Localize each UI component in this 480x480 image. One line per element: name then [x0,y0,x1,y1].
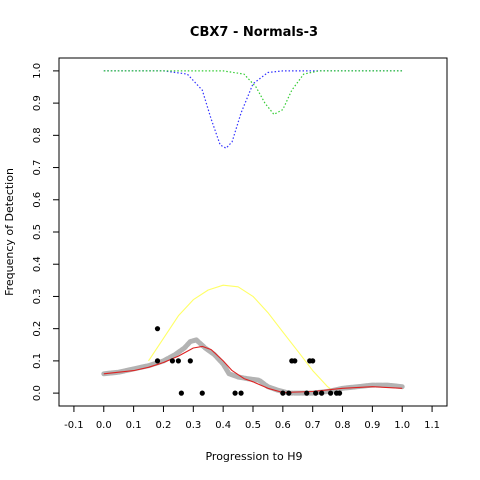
data-point [199,390,205,396]
data-point [154,326,161,332]
x-tick-label: 0.8 [335,420,351,431]
data-point [232,390,238,396]
data-point [175,358,181,364]
x-tick-label: 0.4 [215,420,231,431]
series-line-5 [103,345,403,394]
x-tick-label: 0.2 [156,420,172,431]
y-tick-label: 0.3 [32,288,43,304]
data-point [238,390,244,396]
data-point [280,390,286,396]
data-point [286,390,292,396]
x-tick-label: 0.3 [185,420,201,431]
x-tick-label: 0.9 [364,420,380,431]
chart-title: CBX7 - Normals-3 [190,25,318,40]
data-point [292,358,298,364]
x-axis: -0.1 0.0 0.1 0.2 0.3 0.4 0.5 0.6 0.7 0.8 0.9 1.0 1.1 [64,406,440,431]
data-point [187,358,193,364]
x-axis-label: Progression to H9 [205,450,302,463]
plot-area-frame [58,57,448,407]
data-point [178,390,184,396]
data-point [304,390,310,396]
y-tick-label: 1.0 [32,63,43,79]
x-tick-label: 0.1 [126,420,142,431]
data-point [336,390,343,396]
y-tick-label: 0.2 [32,321,43,337]
data-point [154,358,161,364]
series-line-1 [103,70,403,149]
series-line-2 [103,70,403,115]
x-tick-label: 0.7 [305,420,321,431]
data-point [328,390,334,396]
y-tick-label: 0.5 [32,224,43,240]
series-line-4 [101,337,405,396]
y-tick-label: 0.0 [32,385,43,401]
y-tick-label: 0.1 [32,353,43,369]
series-layer [101,70,405,396]
x-tick-label: 1.1 [424,420,440,431]
x-tick-label: 0.0 [96,420,112,431]
x-tick-label: 1.0 [394,420,410,431]
x-tick-label: 0.6 [275,420,291,431]
data-point [310,358,316,364]
y-tick-label: 0.8 [32,127,43,143]
data-point [319,390,325,396]
series-line-3 [148,284,337,394]
y-axis: 0.0 0.1 0.2 0.3 0.4 0.5 0.6 0.7 0.8 0.9 1.0 [32,63,59,401]
y-tick-label: 0.7 [32,160,43,176]
y-tick-label: 0.9 [32,95,43,111]
x-tick-label: -0.1 [64,420,84,431]
y-tick-label: 0.6 [32,192,43,208]
data-point [169,358,176,364]
x-tick-label: 0.5 [245,420,261,431]
data-point [313,390,319,396]
y-tick-label: 0.4 [32,256,43,272]
y-axis-label: Frequency of Detection [3,168,16,296]
